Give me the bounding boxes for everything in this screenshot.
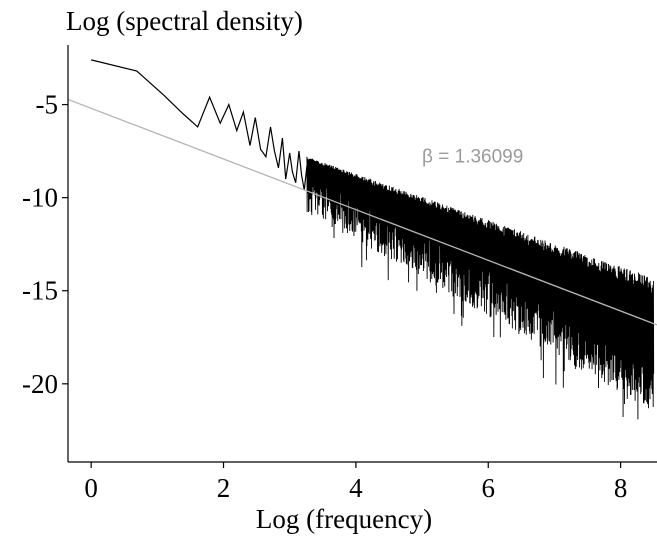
x-axis-title: Log (frequency)	[256, 504, 432, 534]
axis-layer: -5 -10 -15 -20 0 2 4 6 8	[22, 45, 657, 503]
y-tick-label: -10	[22, 183, 58, 213]
dense-spectral-band	[306, 156, 655, 420]
y-tick-label: -15	[22, 276, 58, 306]
spectral-line	[91, 59, 308, 191]
y-tick-label: -5	[36, 90, 59, 120]
plot-layer	[67, 59, 657, 420]
annotation-layer: β = 1.36099	[422, 146, 523, 167]
beta-annotation: β = 1.36099	[422, 146, 523, 167]
y-axis-title: Log (spectral density)	[66, 6, 303, 36]
x-tick-label: 6	[481, 473, 495, 503]
fit-line	[67, 98, 657, 326]
x-tick-label: 4	[349, 473, 363, 503]
y-tick-label: -20	[22, 369, 58, 399]
x-tick-label: 8	[614, 473, 628, 503]
x-tick-label: 2	[217, 473, 231, 503]
x-tick-label: 0	[84, 473, 98, 503]
